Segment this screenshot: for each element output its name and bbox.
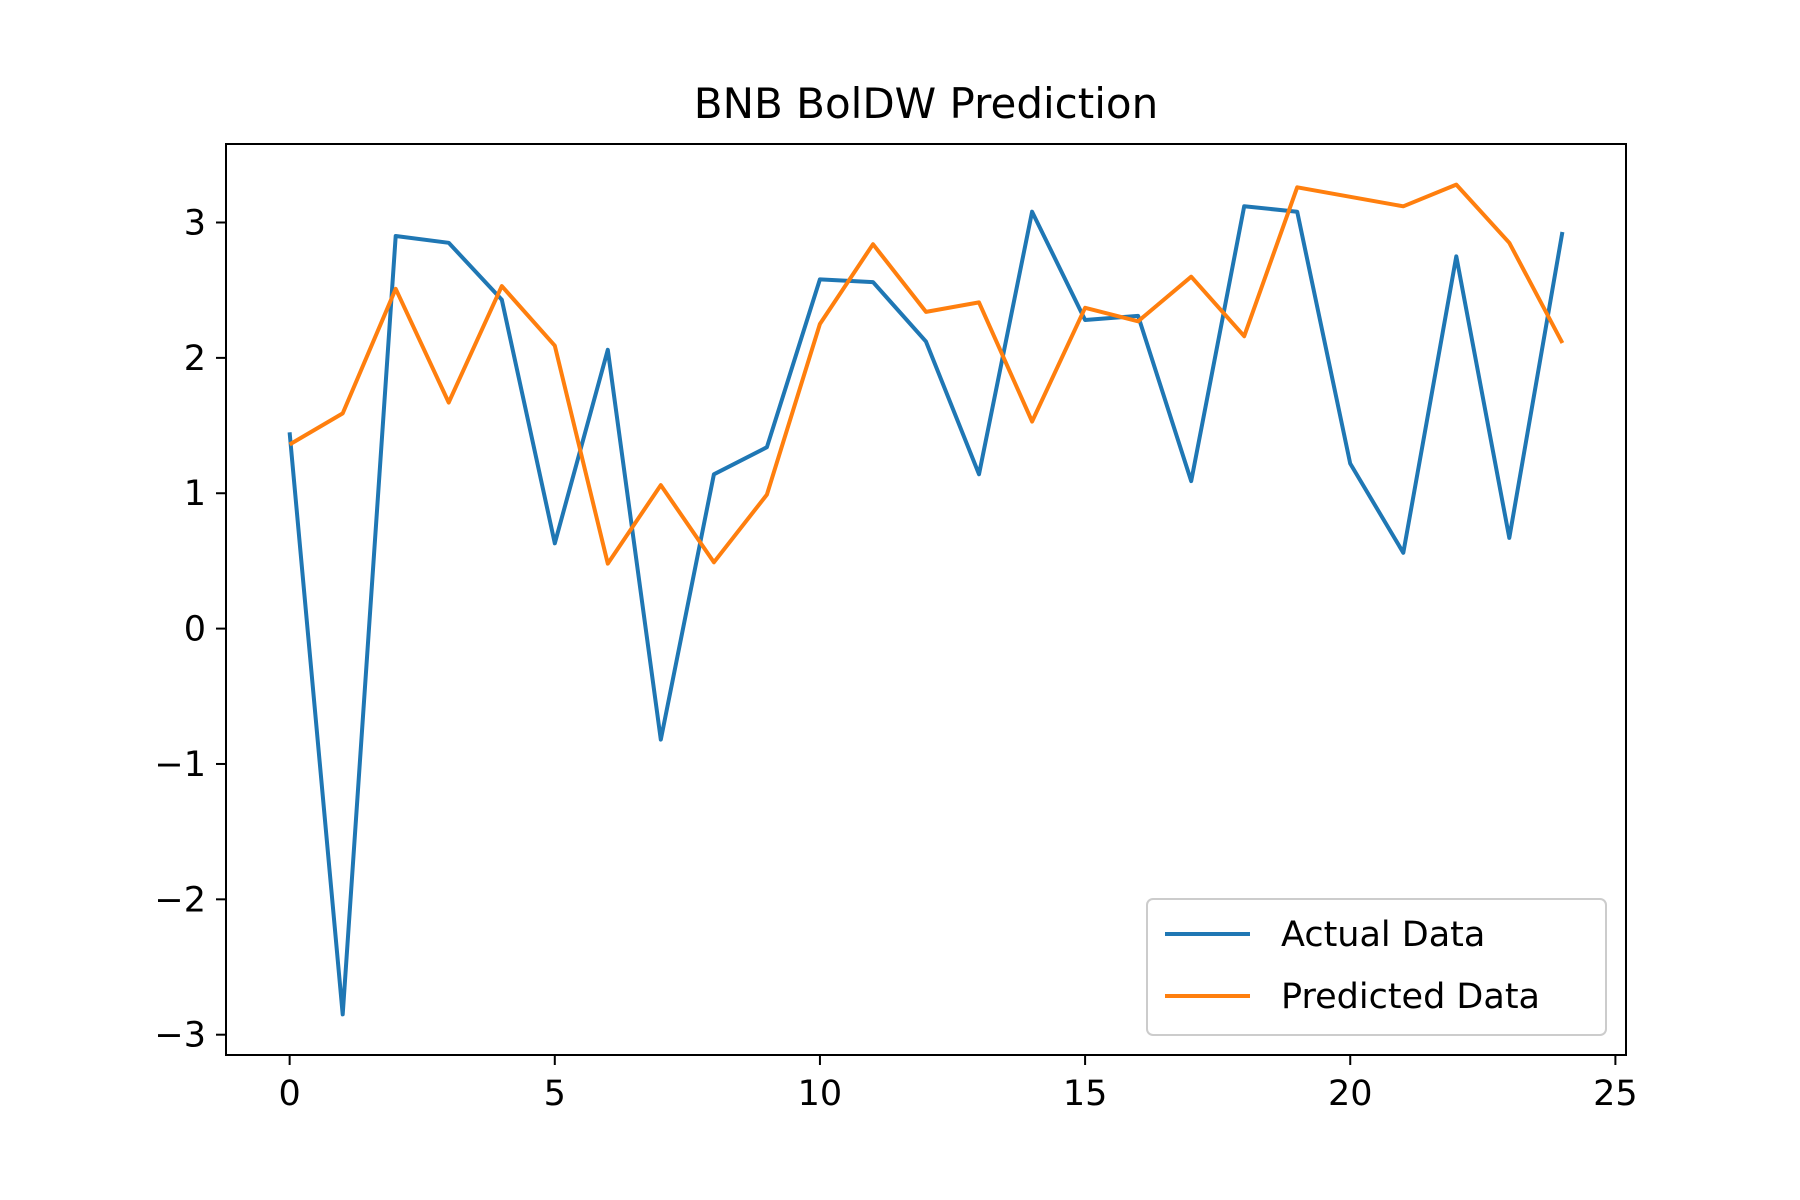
y-tick-label: 3 — [184, 204, 206, 244]
legend-box — [1146, 898, 1607, 1036]
x-tick-label: 5 — [544, 1074, 566, 1114]
x-tick-label: 20 — [1328, 1074, 1373, 1114]
legend-label-actual: Actual Data — [1281, 915, 1485, 955]
series-line-actual — [287, 204, 1565, 1017]
y-tick-label: 1 — [184, 474, 206, 514]
y-tick-label: −1 — [154, 745, 206, 785]
legend-label-predicted: Predicted Data — [1281, 977, 1540, 1017]
x-tick-label: 25 — [1593, 1074, 1638, 1114]
x-tick-label: 0 — [278, 1074, 300, 1114]
axes-frame — [225, 143, 1627, 1056]
x-tick-label: 10 — [798, 1074, 843, 1114]
x-tick-label: 15 — [1063, 1074, 1108, 1114]
series-line-predicted — [288, 182, 1565, 566]
chart-title: BNB BolDW Prediction — [694, 79, 1158, 128]
y-tick-label: −3 — [154, 1016, 206, 1056]
y-tick-label: 0 — [184, 610, 206, 650]
y-tick-label: 2 — [184, 339, 206, 379]
legend: Actual Data Predicted Data — [1146, 898, 1607, 1036]
y-tick-label: −2 — [154, 880, 206, 920]
